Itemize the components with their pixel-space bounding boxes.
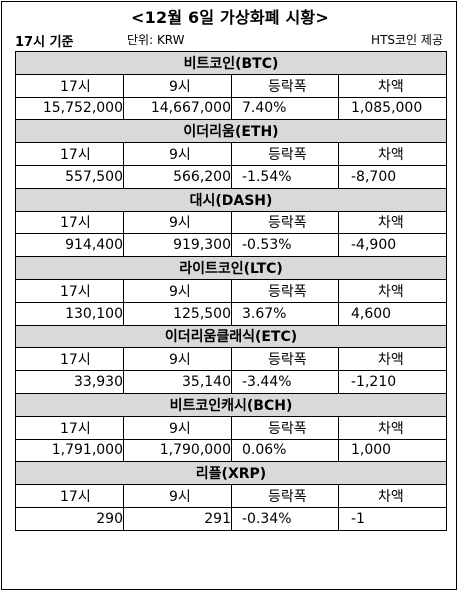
value-cell-v17: 557,500 (15, 164, 124, 189)
coin-title-row: 이더리움(ETH) (15, 119, 447, 144)
table-row: 290 291 -0.34% -1 (15, 506, 447, 531)
coin-title-row: 이더리움클래식(ETC) (15, 324, 447, 349)
value-cell-v9: 125,500 (123, 301, 232, 326)
value-cell-v17: 33,930 (15, 370, 124, 394)
column-header-row: 17시 9시 등락폭 차액 (15, 278, 447, 303)
value-cell-diff: -1,210 (338, 370, 447, 394)
column-header: 등락폭 (231, 210, 339, 235)
coin-name: 이더리움클래식(ETC) (15, 324, 447, 349)
page-title: <12월 6일 가상화폐 시황> (131, 8, 329, 27)
value-cell-v9: 14,667,000 (123, 96, 232, 121)
table-row: 1,791,000 1,790,000 0.06% 1,000 (15, 438, 447, 463)
coin-name: 이더리움(ETH) (15, 119, 447, 144)
value-cell-diff: -8,700 (338, 164, 447, 189)
coin-name: 비트코인캐시(BCH) (15, 392, 447, 417)
value-cell-v17: 290 (15, 506, 124, 531)
table-row: 15,752,000 14,667,000 7.40% 1,085,000 (15, 96, 447, 121)
column-header: 차액 (338, 210, 447, 235)
coin-title-row: 대시(DASH) (15, 187, 447, 212)
column-header-row: 17시 9시 등락폭 차액 (15, 73, 447, 98)
time-basis: 17시 기준 (15, 35, 74, 50)
value-cell-diff: -4,900 (338, 233, 447, 258)
value-cell-change: -0.34% (231, 506, 339, 531)
value-cell-change: -3.44% (231, 370, 339, 394)
coin-title-row: 리플(XRP) (15, 461, 447, 486)
value-cell-diff: 1,085,000 (338, 96, 447, 121)
value-cell-change: 7.40% (231, 96, 339, 121)
column-header: 17시 (15, 484, 124, 508)
column-header: 9시 (123, 415, 232, 440)
value-cell-change: 3.67% (231, 301, 339, 326)
value-cell-v17: 130,100 (15, 301, 124, 326)
coin-title-row: 비트코인캐시(BCH) (15, 392, 447, 417)
column-header: 9시 (123, 142, 232, 166)
column-header: 등락폭 (231, 73, 339, 98)
coin-name: 대시(DASH) (15, 187, 447, 212)
column-header: 17시 (15, 73, 124, 98)
column-header: 등락폭 (231, 142, 339, 166)
column-header: 차액 (338, 278, 447, 303)
column-header-row: 17시 9시 등락폭 차액 (15, 415, 447, 440)
column-header: 차액 (338, 415, 447, 440)
column-header: 17시 (15, 210, 124, 235)
value-cell-change: -0.53% (231, 233, 339, 258)
column-header: 등락폭 (231, 484, 339, 508)
column-header-row: 17시 9시 등락폭 차액 (15, 484, 447, 508)
table-row: 130,100 125,500 3.67% 4,600 (15, 301, 447, 326)
coin-title-row: 라이트코인(LTC) (15, 256, 447, 280)
value-cell-v9: 919,300 (123, 233, 232, 258)
coin-name: 비트코인(BTC) (15, 51, 447, 75)
column-header-row: 17시 9시 등락폭 차액 (15, 142, 447, 166)
value-cell-diff: 1,000 (338, 438, 447, 463)
table-row: 33,930 35,140 -3.44% -1,210 (15, 370, 447, 394)
value-cell-v9: 35,140 (123, 370, 232, 394)
coin-name: 라이트코인(LTC) (15, 256, 447, 280)
column-header-row: 17시 9시 등락폭 차액 (15, 210, 447, 235)
column-header: 등락폭 (231, 415, 339, 440)
column-header: 차액 (338, 73, 447, 98)
value-cell-change: 0.06% (231, 438, 339, 463)
value-cell-v9: 1,790,000 (123, 438, 232, 463)
value-cell-diff: 4,600 (338, 301, 447, 326)
column-header: 17시 (15, 415, 124, 440)
value-cell-v17: 15,752,000 (15, 96, 124, 121)
value-cell-v17: 914,400 (15, 233, 124, 258)
column-header: 9시 (123, 278, 232, 303)
coin-title-row: 비트코인(BTC) (15, 51, 447, 75)
column-header: 등락폭 (231, 347, 339, 372)
value-cell-v17: 1,791,000 (15, 438, 124, 463)
column-header: 9시 (123, 484, 232, 508)
column-header: 차액 (338, 347, 447, 372)
value-cell-change: -1.54% (231, 164, 339, 189)
column-header: 9시 (123, 73, 232, 98)
column-header: 17시 (15, 278, 124, 303)
column-header: 차액 (338, 484, 447, 508)
value-cell-v9: 566,200 (123, 164, 232, 189)
column-header: 9시 (123, 210, 232, 235)
rates-table: 비트코인(BTC) 17시 9시 등락폭 차액 15,752,000 14,667,000 7… (15, 51, 447, 531)
column-header: 17시 (15, 142, 124, 166)
column-header: 등락폭 (231, 278, 339, 303)
column-header: 9시 (123, 347, 232, 372)
unit-label: 단위: KRW (127, 33, 185, 47)
coin-name: 리플(XRP) (15, 461, 447, 486)
table-row: 557,500 566,200 -1.54% -8,700 (15, 164, 447, 189)
column-header-row: 17시 9시 등락폭 차액 (15, 347, 447, 372)
value-cell-diff: -1 (338, 506, 447, 531)
column-header: 17시 (15, 347, 124, 372)
source-label: HTS코인 제공 (371, 33, 443, 47)
column-header: 차액 (338, 142, 447, 166)
value-cell-v9: 291 (123, 506, 232, 531)
table-row: 914,400 919,300 -0.53% -4,900 (15, 233, 447, 258)
